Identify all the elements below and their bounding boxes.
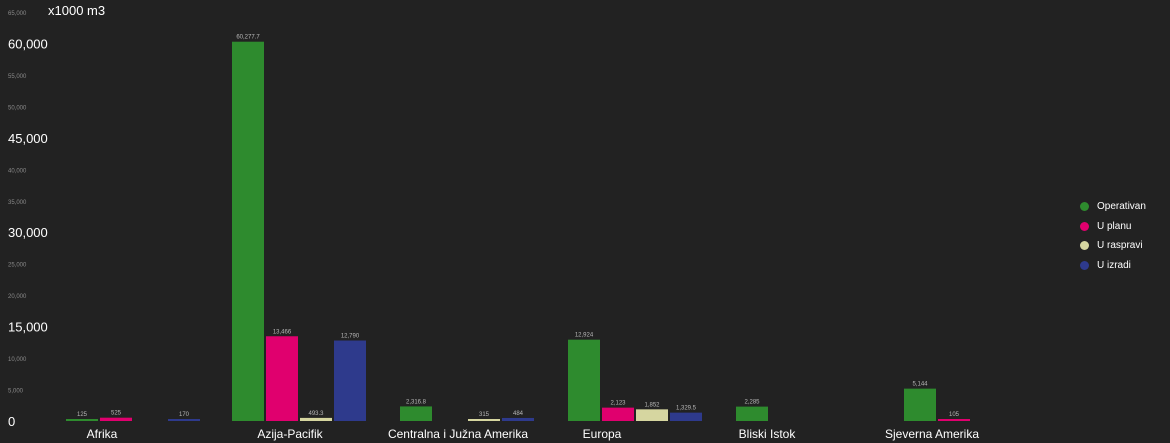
bar-value-label: 1,852 xyxy=(644,402,660,408)
legend-swatch-icon xyxy=(1080,202,1089,212)
y-tick-label: 35,000 xyxy=(8,200,27,206)
bar-value-label: 105 xyxy=(949,412,960,418)
y-tick-label: 40,000 xyxy=(8,168,27,174)
y-tick-label: 20,000 xyxy=(8,294,27,300)
x-category-label: Sjeverna Amerika xyxy=(885,427,979,441)
y-axis-unit-label: x1000 m3 xyxy=(48,3,106,18)
bar-u-planu xyxy=(266,336,298,421)
legend-item[interactable]: U planu xyxy=(1080,217,1146,237)
y-tick-label: 50,000 xyxy=(8,105,27,111)
legend-label: U raspravi xyxy=(1097,240,1143,252)
legend: Operativan U planu U raspravi U izradi xyxy=(1080,197,1146,275)
legend-label: U planu xyxy=(1097,220,1132,232)
bar-value-label: 170 xyxy=(179,412,190,418)
legend-swatch-icon xyxy=(1080,260,1089,270)
y-tick-label: 65,000 xyxy=(8,11,27,17)
bar-u-planu xyxy=(602,407,634,421)
legend-item[interactable]: Operativan xyxy=(1080,197,1146,217)
x-category-label: Bliski Istok xyxy=(739,427,797,441)
bar-value-label: 484 xyxy=(513,411,524,417)
x-axis: Afrika Azija-Pacifik Centralna i Južna Ame… xyxy=(87,427,980,441)
bar-u-raspravi xyxy=(636,409,668,421)
legend-label: U izradi xyxy=(1097,259,1131,271)
bar-operativan xyxy=(400,406,432,421)
y-tick-label: 60,000 xyxy=(8,36,48,51)
bar-value-label: 493.3 xyxy=(308,411,324,417)
x-category-label: Afrika xyxy=(87,427,118,441)
bar-u-planu xyxy=(100,417,132,421)
y-axis: 0 5,000 10,000 15,000 20,000 25,000 30,000 35,0… xyxy=(8,11,48,429)
bar-operativan xyxy=(568,339,600,421)
bar-operativan xyxy=(736,406,768,421)
bar-value-label: 1,329.5 xyxy=(676,406,697,412)
bar-value-label: 12,924 xyxy=(575,333,594,339)
bar-u-izradi xyxy=(168,419,200,421)
legend-swatch-icon xyxy=(1080,241,1089,251)
bar-value-label: 315 xyxy=(479,412,490,418)
bar-value-label: 2,285 xyxy=(744,400,760,406)
legend-item[interactable]: U izradi xyxy=(1080,256,1146,276)
bar-value-label: 2,123 xyxy=(610,401,626,407)
bar-u-izradi xyxy=(502,417,534,421)
x-category-label: Europa xyxy=(583,427,622,441)
x-category-label: Azija-Pacifik xyxy=(257,427,323,441)
y-tick-label: 30,000 xyxy=(8,225,48,240)
y-tick-label: 10,000 xyxy=(8,357,27,363)
bar-value-label: 125 xyxy=(77,412,88,418)
bars-group xyxy=(66,41,970,421)
y-tick-label: 15,000 xyxy=(8,320,48,335)
x-category-label: Centralna i Južna Amerika xyxy=(388,427,528,441)
bar-value-labels: 125 60,277.7 2,316.8 12,924 2,285 5,144 525 13,… xyxy=(77,35,960,418)
bar-value-label: 2,316.8 xyxy=(406,399,427,405)
bar-value-label: 5,144 xyxy=(912,382,928,388)
bar-operativan xyxy=(232,41,264,421)
legend-item[interactable]: U raspravi xyxy=(1080,236,1146,256)
y-tick-label: 5,000 xyxy=(8,389,24,395)
bar-u-raspravi xyxy=(300,417,332,421)
legend-label: Operativan xyxy=(1097,201,1146,213)
y-tick-label: 25,000 xyxy=(8,263,27,269)
bar-value-label: 12,790 xyxy=(341,334,360,340)
bar-u-izradi xyxy=(670,412,702,421)
bar-operativan xyxy=(66,419,98,421)
bar-u-planu xyxy=(938,419,970,421)
bar-operativan xyxy=(904,388,936,421)
bar-u-raspravi xyxy=(468,419,500,421)
y-tick-label: 0 xyxy=(8,414,15,429)
y-tick-label: 45,000 xyxy=(8,131,48,146)
legend-swatch-icon xyxy=(1080,221,1089,231)
bar-value-label: 60,277.7 xyxy=(236,35,260,41)
bar-value-label: 525 xyxy=(111,411,122,417)
bar-value-label: 13,466 xyxy=(273,329,292,335)
y-tick-label: 55,000 xyxy=(8,74,27,80)
bar-u-izradi xyxy=(334,340,366,421)
